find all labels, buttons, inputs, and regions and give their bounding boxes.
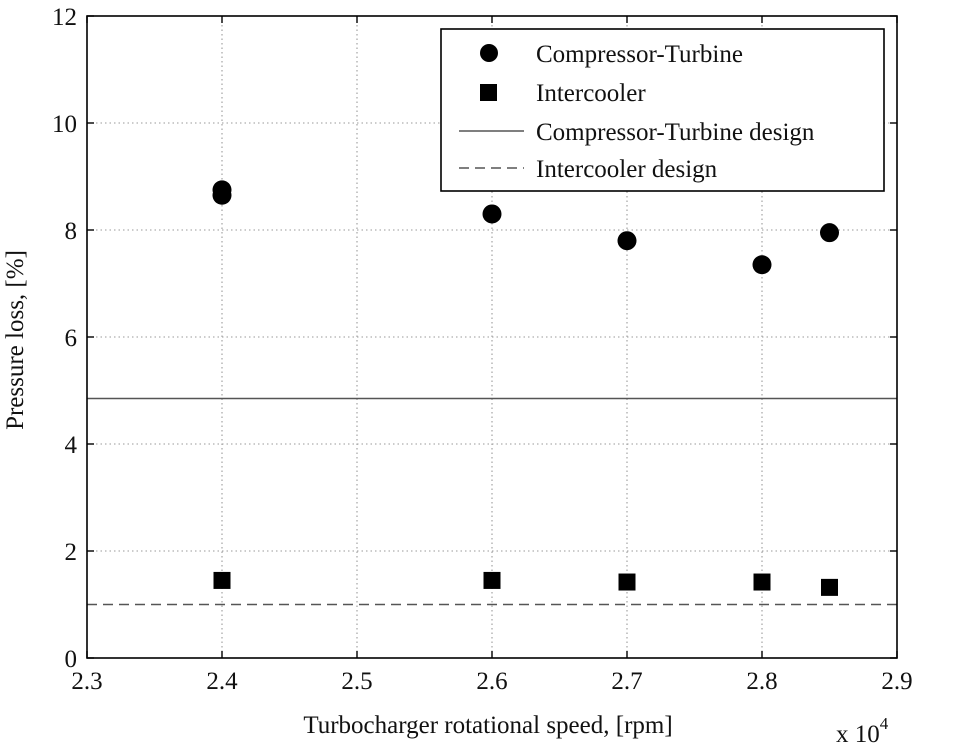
- legend-label-compressor-turbine-design: Compressor-Turbine design: [536, 119, 815, 146]
- compressor-turbine-point: [820, 223, 839, 243]
- data-markers: [212, 180, 839, 596]
- compressor-turbine-point: [617, 231, 637, 251]
- axis-ticks: 2.3 2.4 2.5 2.6 2.7 2.8 2.9 0 2 4 6 8 10 12: [52, 4, 913, 695]
- x-axis-multiplier: x 104: [836, 714, 889, 748]
- intercooler-point: [213, 571, 231, 589]
- intercooler-point: [618, 573, 636, 591]
- compressor-turbine-point: [482, 204, 502, 224]
- x-tick-label: 2.8: [746, 668, 777, 695]
- y-tick-label: 2: [65, 539, 78, 566]
- x-tick-label: 2.3: [71, 668, 102, 695]
- y-tick-label: 12: [52, 4, 77, 31]
- legend-box: [440, 28, 885, 192]
- intercooler-point: [483, 571, 501, 589]
- y-tick-label: 0: [65, 646, 78, 673]
- intercooler-point: [753, 573, 771, 591]
- legend-label-compressor-turbine: Compressor-Turbine: [536, 41, 743, 68]
- legend: Compressor-Turbine Intercooler Compresso…: [440, 28, 885, 192]
- x-axis-title: Turbocharger rotational speed, [rpm]: [303, 712, 672, 739]
- legend-label-intercooler-design: Intercooler design: [536, 156, 718, 183]
- x-tick-label: 2.5: [341, 668, 372, 695]
- y-axis-title: Pressure loss, [%]: [2, 250, 29, 430]
- compressor-turbine-point: [212, 185, 232, 205]
- x-tick-label: 2.6: [476, 668, 507, 695]
- legend-marker-intercooler: [480, 84, 497, 101]
- intercooler-point: [821, 578, 838, 596]
- y-tick-label: 8: [65, 218, 78, 245]
- x-tick-label: 2.7: [611, 668, 642, 695]
- x-axis-multiplier-exponent: 4: [880, 714, 889, 733]
- compressor-turbine-point: [752, 255, 772, 275]
- x-tick-label: 2.9: [881, 668, 912, 695]
- design-lines: [87, 397, 897, 606]
- y-tick-label: 6: [65, 325, 78, 352]
- legend-marker-compressor-turbine: [480, 44, 498, 62]
- x-tick-label: 2.4: [206, 668, 238, 695]
- y-tick-label: 4: [65, 432, 78, 459]
- legend-label-intercooler: Intercooler: [536, 80, 646, 107]
- y-tick-label: 10: [52, 111, 77, 138]
